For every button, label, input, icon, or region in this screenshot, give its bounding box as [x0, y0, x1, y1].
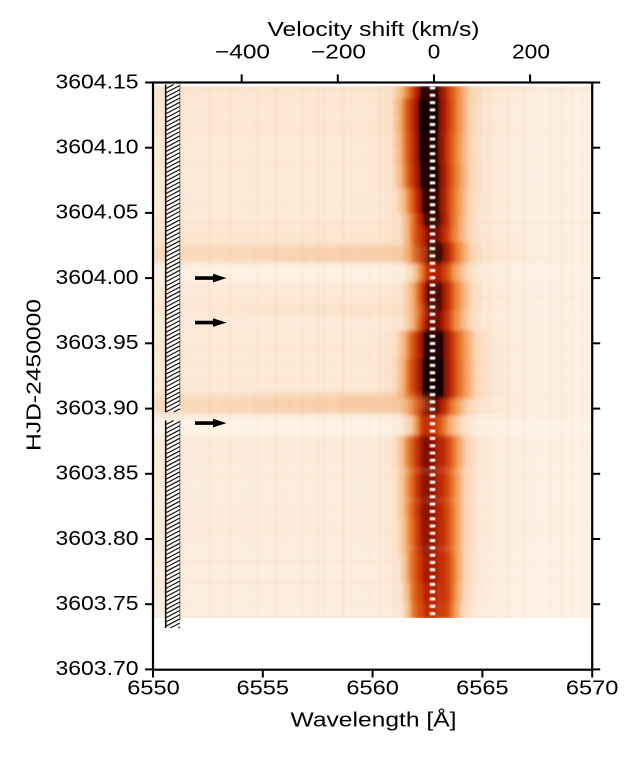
svg-text:3603.80: 3603.80	[56, 528, 139, 550]
svg-text:−200: −200	[311, 42, 366, 64]
svg-text:HJD-2450000: HJD-2450000	[24, 299, 46, 451]
svg-text:3603.75: 3603.75	[56, 593, 139, 615]
svg-text:6560: 6560	[346, 678, 399, 700]
svg-text:3603.95: 3603.95	[56, 332, 139, 354]
svg-text:6570: 6570	[566, 678, 619, 700]
svg-text:3604.10: 3604.10	[56, 137, 139, 159]
svg-text:200: 200	[512, 42, 550, 64]
svg-text:3603.70: 3603.70	[56, 658, 139, 680]
svg-text:0: 0	[428, 42, 441, 64]
svg-text:6555: 6555	[237, 678, 290, 700]
svg-text:−400: −400	[215, 42, 270, 64]
svg-text:6550: 6550	[127, 678, 180, 700]
svg-text:Wavelength [Å]: Wavelength [Å]	[291, 708, 457, 731]
svg-text:3604.15: 3604.15	[56, 71, 139, 93]
svg-text:3603.85: 3603.85	[56, 463, 139, 485]
svg-text:3604.05: 3604.05	[56, 202, 139, 224]
svg-text:Velocity shift (km/s): Velocity shift (km/s)	[268, 19, 480, 41]
svg-text:3603.90: 3603.90	[56, 397, 139, 419]
svg-text:6565: 6565	[456, 678, 509, 700]
svg-text:3604.00: 3604.00	[56, 267, 139, 289]
